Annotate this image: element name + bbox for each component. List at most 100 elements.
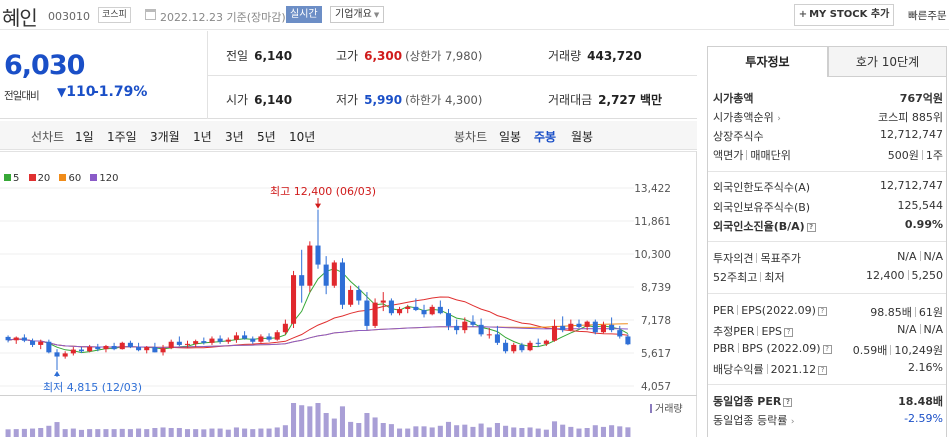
quick-order-link[interactable]: 빠른주문 (908, 10, 947, 22)
ma5-line (8, 268, 629, 354)
caret-down-icon: ▼ (373, 11, 380, 19)
my-stock-add-label: MY STOCK 추가 (809, 9, 890, 20)
ma20-line (8, 296, 628, 349)
candle-body (299, 275, 305, 286)
volume: 거래량 443,720 (548, 47, 642, 64)
volume-bar (78, 429, 85, 437)
pbr-label: PBR (713, 342, 735, 355)
legend-ma120: 120 (99, 173, 119, 184)
volume-bar (388, 424, 394, 437)
candle-body (70, 349, 76, 354)
candle-body (184, 343, 191, 345)
separator (919, 251, 921, 261)
candle-body (625, 336, 631, 345)
tab-orderbook-10[interactable]: 호가 10단계 (828, 46, 947, 77)
target-price-label: 목표주가 (760, 252, 801, 265)
volume-bar (127, 429, 133, 437)
period-10y[interactable]: 10년 (289, 130, 316, 144)
volume-bar (62, 429, 68, 437)
volume-bar (46, 425, 52, 437)
volume-bar (119, 428, 125, 437)
divider (208, 75, 697, 76)
legend-swatch-ma60 (59, 174, 67, 181)
volume-bar (184, 429, 191, 437)
period-3y[interactable]: 3년 (225, 130, 244, 144)
line-chart-label: 선차트 (31, 130, 65, 144)
y-tick-label: 7,178 (641, 315, 671, 327)
volume-value: 443,720 (587, 49, 642, 63)
candle-chart-label: 봉차트 (454, 130, 488, 144)
opinion-row: 투자의견 목표주가 N/A N/A (708, 248, 948, 267)
company-overview-label: 기업개요 (335, 9, 372, 20)
candle-body (470, 321, 476, 325)
volume-bar (527, 427, 533, 437)
volume-bar (405, 428, 411, 437)
candle-body (405, 306, 411, 309)
realtime-button[interactable]: 실시간 (286, 6, 322, 23)
prev-close: 전일 6,140 (226, 47, 292, 64)
candle-body (560, 325, 566, 331)
target-price-value: N/A (923, 250, 943, 263)
help-icon[interactable]: ? (822, 345, 832, 354)
ma120-line (8, 326, 628, 348)
low-price-label: 최저 4,815 (12/03) (43, 381, 142, 394)
industry-change-label: 동일업종 등락률 (713, 414, 788, 427)
help-icon[interactable]: ? (783, 398, 793, 407)
volume-bar (315, 403, 321, 437)
volume-bar (478, 423, 484, 437)
chevron-right-icon[interactable]: › (790, 417, 795, 427)
candle-monthly[interactable]: 월봉 (571, 130, 594, 144)
period-1y[interactable]: 1년 (193, 130, 212, 144)
help-icon[interactable]: ? (784, 328, 794, 337)
week52-low-label: 최저 (764, 271, 785, 284)
volume-bar (152, 428, 158, 437)
volume-bar (494, 423, 500, 437)
y-tick-label: 10,300 (634, 249, 671, 261)
candle-body (397, 308, 403, 314)
calendar-icon (145, 9, 156, 20)
candle-weekly[interactable]: 주봉 (534, 130, 557, 144)
company-overview-dropdown[interactable]: 기업개요 ▼ (330, 6, 385, 23)
foreign-ratio-label: 외국인소진율(B/A) (713, 220, 805, 233)
candle-body (364, 300, 370, 326)
my-stock-add-button[interactable]: + MY STOCK 추가 (794, 4, 894, 26)
week52-low-value: 5,250 (911, 269, 944, 282)
dividend-date: 2021.12 (770, 363, 817, 376)
price-change-value: 110 (66, 84, 96, 100)
volume-bar (576, 428, 582, 437)
candle-body (13, 337, 19, 341)
market-cap-rank-row: 시가총액순위 › 코스피 885위 (708, 107, 948, 126)
candle-daily[interactable]: 일봉 (499, 130, 522, 144)
period-1w[interactable]: 1주일 (107, 130, 137, 144)
help-icon[interactable]: ? (818, 366, 828, 375)
candle-body (339, 262, 345, 305)
trade-amount-unit: 백만 (639, 93, 663, 107)
candle-body (372, 302, 378, 326)
separator (919, 324, 921, 334)
help-icon[interactable]: ? (806, 223, 816, 232)
trade-amount-value: 2,727 (598, 93, 637, 107)
period-3m[interactable]: 3개월 (150, 130, 180, 144)
chevron-right-icon[interactable]: › (777, 114, 781, 124)
candle-body (201, 341, 207, 343)
high-label: 고가 (336, 49, 359, 63)
period-1d[interactable]: 1일 (75, 130, 94, 144)
volume-bar (364, 413, 370, 437)
candlestick-chart[interactable]: 13,422 11,861 10,300 8,739 7,178 5,617 4,057 최고… (0, 151, 697, 437)
volume-bar (413, 426, 419, 437)
open-value: 6,140 (254, 93, 293, 107)
volume-bar (551, 421, 558, 437)
period-5y[interactable]: 5년 (257, 130, 276, 144)
candle-body (331, 262, 337, 286)
open-label: 시가 (226, 93, 249, 107)
candle-body (527, 342, 533, 351)
help-icon[interactable]: ? (817, 307, 827, 316)
candle-body (209, 338, 215, 343)
tab-investment-info[interactable]: 투자정보 (707, 46, 828, 77)
volume-bar (372, 417, 378, 437)
candle-body (21, 337, 27, 341)
candle-body (462, 321, 468, 331)
legend-ma5: 5 (13, 173, 20, 184)
candle-body (152, 347, 158, 353)
volume-bar (5, 429, 11, 437)
